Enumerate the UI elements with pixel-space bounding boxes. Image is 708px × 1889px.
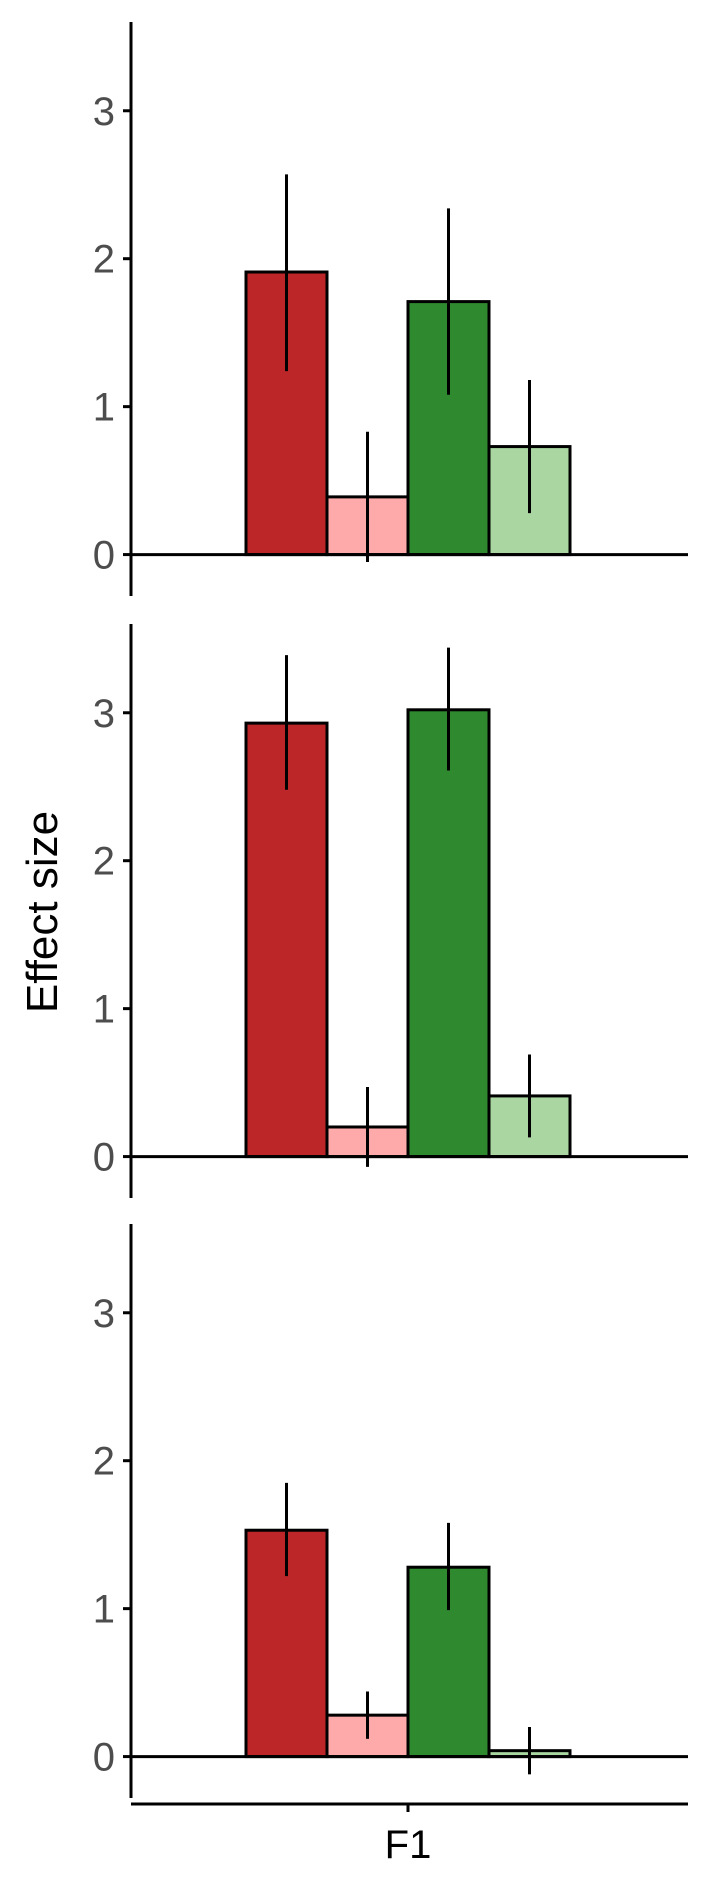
panel-3: 0 1 2 3 (93, 1224, 688, 1798)
y-tick-label: 0 (93, 1136, 115, 1180)
bar-series-3 (406, 708, 491, 1159)
y-tick-label: 3 (93, 692, 115, 736)
y-tick-label: 2 (93, 840, 115, 884)
y-tick-label: 1 (93, 386, 115, 430)
panel-1: 0 1 2 3 (93, 22, 688, 596)
y-tick-label: 1 (93, 988, 115, 1032)
x-tick-label: F1 (385, 1823, 432, 1867)
y-tick-label: 0 (93, 1736, 115, 1780)
y-tick-label: 2 (93, 1440, 115, 1484)
chart-panels: 0 1 2 3 0 1 2 3 0 1 2 3 (93, 22, 688, 1798)
y-axis-title: Effect size (18, 811, 67, 1013)
y-tick-label: 3 (93, 90, 115, 134)
y-tick-label: 1 (93, 1588, 115, 1632)
y-tick-label: 2 (93, 238, 115, 282)
y-tick-label: 0 (93, 534, 115, 578)
x-axis: F1 (131, 1802, 688, 1867)
y-tick-label: 3 (93, 1292, 115, 1336)
panel-2: 0 1 2 3 (93, 624, 688, 1198)
